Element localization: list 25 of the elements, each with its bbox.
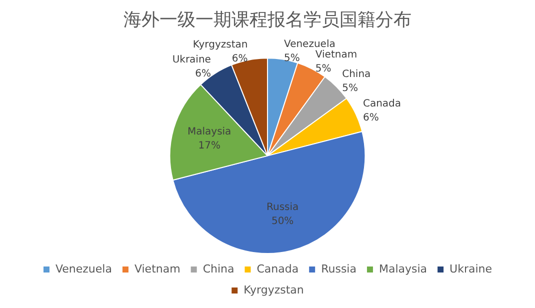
slice-label: Venezuela bbox=[284, 39, 336, 50]
legend-label: Vietnam bbox=[134, 262, 180, 276]
slice-label: Russia bbox=[266, 202, 299, 214]
chart-title: 海外一级一期课程报名学员国籍分布 bbox=[124, 9, 412, 30]
data-label: 6% bbox=[232, 54, 248, 65]
data-label: 50% bbox=[271, 216, 294, 228]
slice-label: Ukraine bbox=[172, 54, 211, 66]
slice-label: Kyrgyzstan bbox=[192, 40, 248, 51]
slice-label: Vietnam bbox=[315, 49, 358, 60]
legend-label: Kyrgyzstan bbox=[244, 283, 304, 296]
data-label: 5% bbox=[342, 82, 358, 94]
legend-label: Russia bbox=[321, 262, 356, 276]
data-label: 6% bbox=[362, 112, 379, 124]
slice-label: Canada bbox=[362, 98, 402, 110]
legend-label: China bbox=[202, 262, 234, 276]
legend-label: Venezuela bbox=[55, 262, 112, 276]
slice-label: China bbox=[342, 68, 371, 80]
legend-label: Malaysia bbox=[378, 262, 428, 276]
legend-label: Ukraine bbox=[450, 262, 492, 276]
data-label: 6% bbox=[195, 68, 211, 80]
legend-label: Canada bbox=[256, 262, 299, 276]
slice-label: Malaysia bbox=[187, 126, 232, 138]
data-label: 5% bbox=[315, 63, 332, 74]
data-label: 17% bbox=[198, 140, 220, 152]
data-label: 5% bbox=[284, 53, 300, 64]
